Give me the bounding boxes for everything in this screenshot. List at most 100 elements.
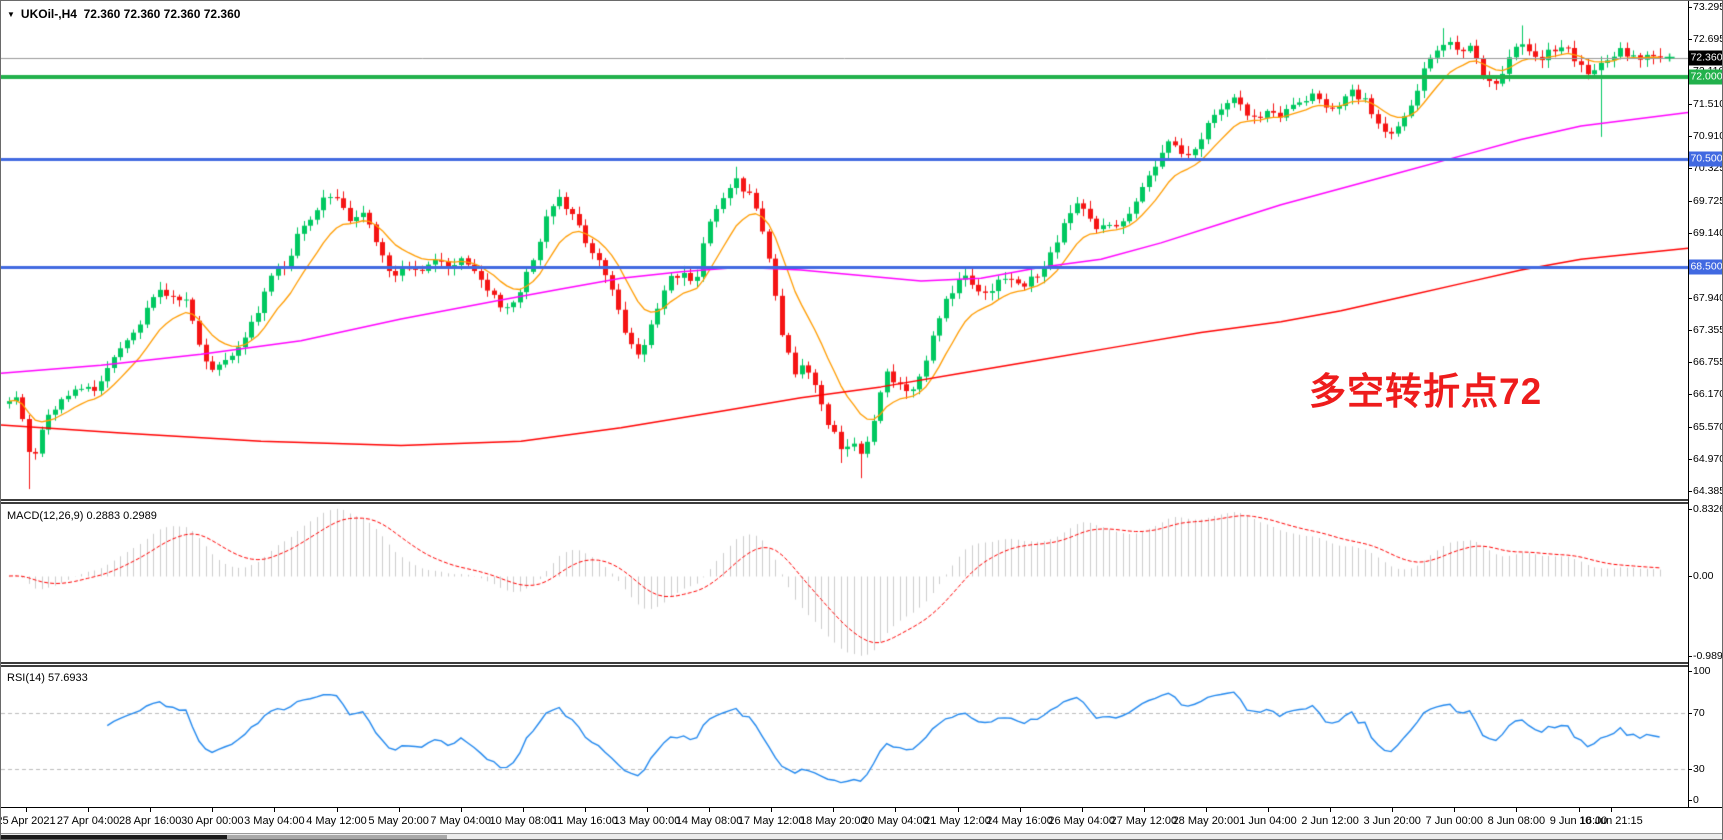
price-tick-label: 66.170 [1693, 387, 1723, 400]
macd-tick-label: -0.9897 [1693, 649, 1723, 662]
price-tick-label: 69.140 [1693, 226, 1723, 239]
time-tick-mark [1330, 808, 1331, 812]
symbol-timeframe: UKOil-,H4 [20, 7, 77, 21]
panel-separator[interactable] [1, 662, 1688, 667]
price-tick-label: 72.695 [1693, 33, 1723, 46]
time-tick-mark [212, 808, 213, 812]
axis-tick-mark [1689, 7, 1692, 8]
annotation-text: 多空转折点72 [1309, 371, 1543, 412]
macd-indicator-chart[interactable] [1, 504, 1688, 662]
time-tick-label: 20 May 04:00 [862, 815, 929, 827]
scrollbar-thumb-secondary[interactable] [227, 835, 447, 839]
time-tick-mark [709, 808, 710, 812]
price-axis-line [1688, 1, 1689, 807]
time-tick-mark [1020, 808, 1021, 812]
axis-tick-mark [1689, 330, 1692, 331]
time-tick-label: 10 Jun 21:15 [1579, 815, 1643, 827]
time-tick-mark [1206, 808, 1207, 812]
chart-title: ▼ UKOil-,H4 72.360 72.360 72.360 72.360 [7, 7, 240, 21]
axis-tick-mark [1689, 168, 1692, 169]
time-tick-label: 4 May 12:00 [306, 815, 367, 827]
axis-tick-mark [1689, 713, 1692, 714]
time-tick-label: 13 May 00:00 [613, 815, 681, 827]
price-tick-label: 69.725 [1693, 194, 1723, 207]
axis-tick-mark [1689, 656, 1692, 657]
time-tick-mark [1392, 808, 1393, 812]
axis-tick-mark [1689, 576, 1692, 577]
price-tick-label: 65.570 [1693, 420, 1723, 433]
axis-tick-mark [1689, 427, 1692, 428]
ohlc-quotes: 72.360 72.360 72.360 72.360 [83, 7, 241, 21]
time-tick-mark [1579, 808, 1580, 812]
macd-label: MACD(12,26,9) 0.2883 0.2989 [7, 510, 157, 522]
price-tick-label: 64.970 [1693, 453, 1723, 466]
axis-tick-mark [1689, 362, 1692, 363]
time-tick-label: 8 Jun 08:00 [1487, 815, 1546, 827]
axis-tick-mark [1689, 298, 1692, 299]
time-tick-mark [523, 808, 524, 812]
axis-tick-mark [1689, 104, 1692, 105]
time-tick-mark [461, 808, 462, 812]
time-tick-label: 28 May 20:00 [1172, 815, 1240, 827]
time-tick-mark [895, 808, 896, 812]
axis-tick-mark [1689, 39, 1692, 40]
axis-tick-mark [1689, 491, 1692, 492]
time-tick-mark [150, 808, 151, 812]
time-tick-label: 17 May 12:00 [737, 815, 805, 827]
time-tick-label: 14 May 08:00 [675, 815, 743, 827]
time-tick-label: 21 May 12:00 [924, 815, 991, 827]
time-tick-label: 25 Apr 2021 [0, 815, 56, 827]
rsi-tick-label: 100 [1693, 665, 1711, 677]
time-tick-mark [833, 808, 834, 812]
time-tick-label: 26 May 04:00 [1048, 815, 1116, 827]
price-tick-label: 67.355 [1693, 323, 1723, 336]
rsi-tick-label: 70 [1693, 707, 1705, 719]
price-badge-68.500: 68.500 [1689, 259, 1723, 275]
price-tick-label: 70.910 [1693, 130, 1723, 143]
time-tick-mark [958, 808, 959, 812]
time-tick-label: 1 Jun 04:00 [1239, 815, 1297, 827]
time-tick-label: 24 May 16:00 [986, 815, 1053, 827]
time-tick-label: 9 Jun 16:00 [1549, 815, 1608, 827]
time-axis: 25 Apr 2021 27 Apr 04:00 28 Apr 16:00 30 Ap… [0, 807, 1722, 833]
axis-tick-mark [1689, 394, 1692, 395]
time-tick-label: 10 May 08:00 [489, 815, 557, 827]
price-badge-72.000: 72.000 [1689, 69, 1723, 85]
axis-tick-mark [1689, 136, 1692, 137]
main-price-chart[interactable] [1, 1, 1688, 499]
time-tick-label: 3 Jun 20:00 [1363, 815, 1421, 827]
time-tick-label: 2 Jun 12:00 [1301, 815, 1359, 827]
time-tick-label: 11 May 16:00 [551, 815, 618, 827]
time-tick-mark [1516, 808, 1517, 812]
axis-tick-mark [1689, 769, 1692, 770]
time-tick-label: 7 May 04:00 [430, 815, 491, 827]
axis-tick-mark [1689, 800, 1692, 801]
time-tick-mark [1454, 808, 1455, 812]
time-tick-label: 30 Apr 00:00 [181, 815, 244, 827]
rsi-indicator-chart[interactable] [1, 667, 1688, 807]
rsi-label: RSI(14) 57.6933 [7, 672, 88, 684]
price-tick-label: 64.385 [1693, 484, 1723, 497]
price-badge-70.500: 70.500 [1689, 151, 1723, 167]
axis-tick-mark [1689, 671, 1692, 672]
time-tick-mark [274, 808, 275, 812]
time-tick-mark [647, 808, 648, 812]
price-tick-label: 67.940 [1693, 291, 1723, 304]
time-tick-mark [1268, 808, 1269, 812]
time-tick-mark [337, 808, 338, 812]
dropdown-icon[interactable]: ▼ [7, 10, 15, 19]
price-tick-label: 73.295 [1693, 0, 1723, 13]
axis-tick-mark [1689, 459, 1692, 460]
scrollbar-thumb[interactable] [1, 835, 227, 839]
time-tick-label: 28 Apr 16:00 [118, 815, 182, 827]
axis-tick-mark [1689, 233, 1692, 234]
price-tick-label: 71.510 [1693, 97, 1723, 110]
time-tick-label: 7 Jun 00:00 [1425, 815, 1484, 827]
time-tick-mark [1082, 808, 1083, 812]
time-tick-mark [771, 808, 772, 812]
axis-tick-mark [1689, 201, 1692, 202]
time-tick-mark [585, 808, 586, 812]
panel-separator[interactable] [1, 499, 1688, 504]
horizontal-scrollbar[interactable] [1, 833, 1722, 839]
